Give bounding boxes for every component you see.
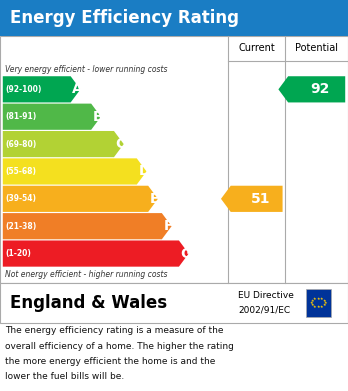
Text: E: E: [150, 192, 159, 206]
Bar: [0, 283, 348, 323]
Text: lower the fuel bills will be.: lower the fuel bills will be.: [5, 372, 125, 381]
Text: The energy efficiency rating is a measure of the: The energy efficiency rating is a measur…: [5, 326, 224, 335]
Text: ★: ★: [317, 297, 320, 301]
Text: (55-68): (55-68): [6, 167, 37, 176]
Text: 51: 51: [250, 192, 270, 206]
Text: (81-91): (81-91): [6, 112, 37, 121]
Text: ★: ★: [317, 305, 320, 309]
Text: ★: ★: [323, 299, 326, 303]
Text: Not energy efficient - higher running costs: Not energy efficient - higher running co…: [5, 270, 168, 279]
Text: F: F: [164, 219, 173, 233]
Text: the more energy efficient the home is and the: the more energy efficient the home is an…: [5, 357, 216, 366]
Polygon shape: [3, 104, 101, 130]
Text: ★: ★: [320, 305, 324, 309]
Polygon shape: [3, 158, 147, 185]
Text: ★: ★: [320, 297, 324, 301]
Text: ★: ★: [310, 301, 313, 305]
Text: ★: ★: [324, 301, 327, 305]
Polygon shape: [221, 186, 283, 212]
Text: ★: ★: [311, 303, 314, 307]
Text: EU Directive: EU Directive: [238, 291, 294, 301]
Bar: [0, 0, 348, 36]
Text: (92-100): (92-100): [6, 85, 42, 94]
Text: Current: Current: [238, 43, 275, 54]
Text: Very energy efficient - lower running costs: Very energy efficient - lower running co…: [5, 65, 168, 74]
Text: (69-80): (69-80): [6, 140, 37, 149]
Text: ★: ★: [311, 299, 314, 303]
Text: C: C: [116, 137, 126, 151]
Text: Potential: Potential: [295, 43, 338, 54]
Polygon shape: [3, 213, 172, 239]
Polygon shape: [278, 76, 345, 102]
Text: 2002/91/EC: 2002/91/EC: [238, 305, 291, 315]
Text: (39-54): (39-54): [6, 194, 37, 203]
Text: England & Wales: England & Wales: [10, 294, 168, 312]
Text: ★: ★: [313, 297, 317, 301]
Bar: [0, 36, 348, 283]
Text: (21-38): (21-38): [6, 222, 37, 231]
Text: A: A: [72, 83, 83, 96]
Polygon shape: [3, 240, 189, 267]
Polygon shape: [3, 76, 80, 102]
Text: 92: 92: [310, 83, 330, 96]
Text: (1-20): (1-20): [6, 249, 31, 258]
Text: ★: ★: [313, 305, 317, 309]
Text: overall efficiency of a home. The higher the rating: overall efficiency of a home. The higher…: [5, 342, 234, 351]
Polygon shape: [3, 131, 124, 157]
Bar: [306, 289, 331, 317]
Text: D: D: [139, 165, 150, 178]
Text: ★: ★: [323, 303, 326, 307]
Text: B: B: [93, 110, 104, 124]
Text: G: G: [181, 247, 192, 260]
Text: Energy Efficiency Rating: Energy Efficiency Rating: [10, 9, 239, 27]
Polygon shape: [3, 186, 158, 212]
